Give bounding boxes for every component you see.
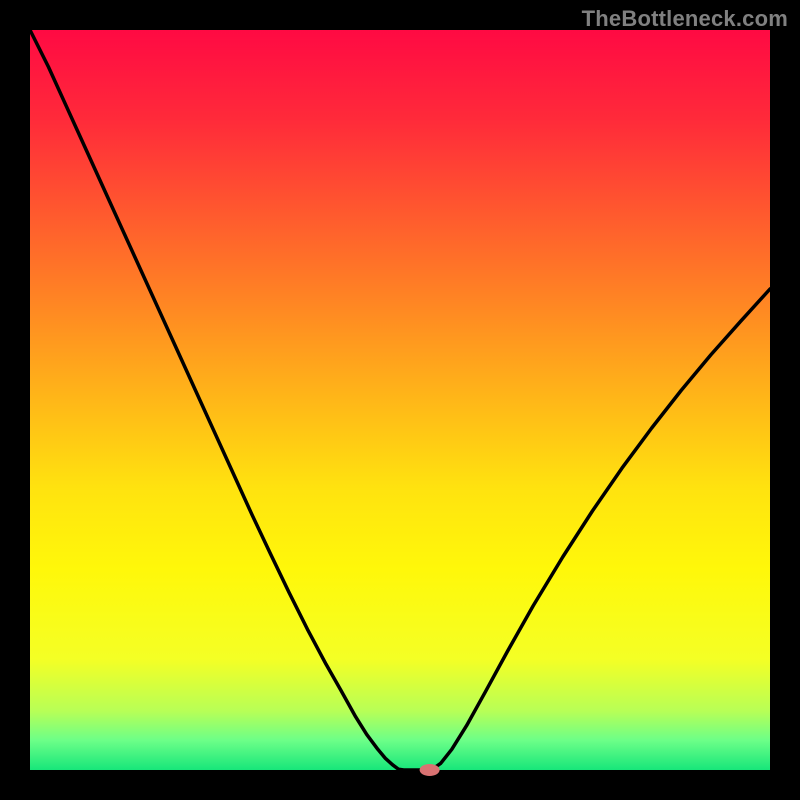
watermark-label: TheBottleneck.com [582,6,788,32]
minimum-marker [420,764,440,776]
gradient-chart [0,0,800,800]
chart-container: TheBottleneck.com [0,0,800,800]
plot-background [30,30,770,770]
